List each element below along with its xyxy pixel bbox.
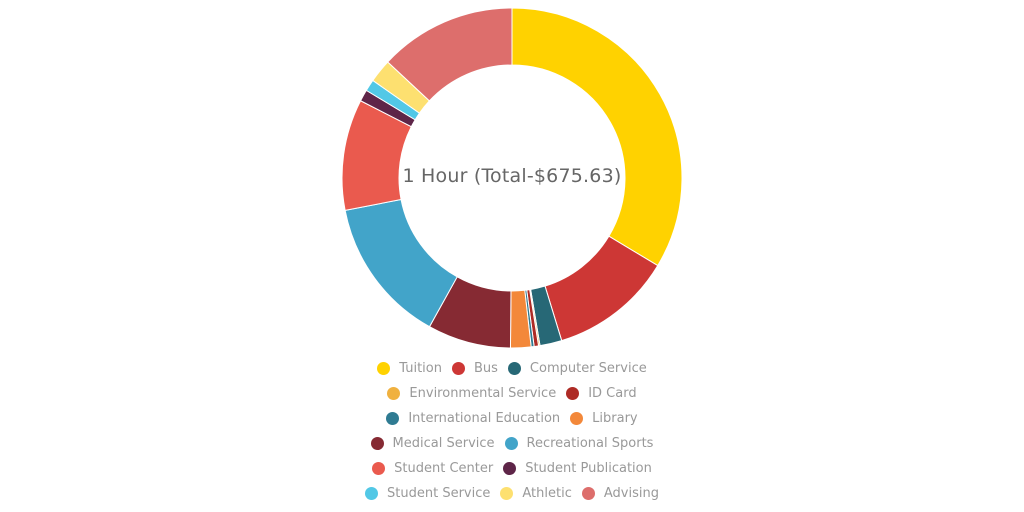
legend-label: Recreational Sports bbox=[526, 436, 654, 451]
legend-color-dot-icon bbox=[507, 362, 521, 375]
legend-item-student-service[interactable]: Student Service bbox=[365, 486, 490, 501]
chart-center-title: 1 Hour (Total-$675.63) bbox=[402, 165, 622, 187]
legend-row: Student Center Student Publication bbox=[262, 456, 762, 481]
legend-item-id-card[interactable]: ID Card bbox=[566, 386, 637, 401]
legend-item-environmental-service[interactable]: Environmental Service bbox=[387, 386, 556, 401]
legend-row: International Education Library bbox=[262, 406, 762, 431]
legend-color-dot-icon bbox=[387, 387, 401, 400]
legend-item-medical-service[interactable]: Medical Service bbox=[370, 436, 495, 451]
legend-item-recreational-sports[interactable]: Recreational Sports bbox=[504, 436, 654, 451]
legend-color-dot-icon bbox=[500, 487, 514, 500]
slice-advising[interactable] bbox=[387, 7, 513, 102]
legend-row: Student Service Athletic Advising bbox=[262, 481, 762, 506]
legend-label: Student Service bbox=[387, 486, 491, 501]
chart-legend: Tuition Bus Computer Service Environmental … bbox=[262, 356, 762, 506]
legend-item-library[interactable]: Library bbox=[570, 411, 638, 426]
legend-color-dot-icon bbox=[570, 412, 584, 425]
legend-item-advising[interactable]: Advising bbox=[581, 486, 659, 501]
legend-label: International Education bbox=[408, 411, 561, 426]
legend-color-dot-icon bbox=[504, 437, 518, 450]
legend-color-dot-icon bbox=[365, 487, 379, 500]
legend-item-international-education[interactable]: International Education bbox=[386, 411, 560, 426]
slice-recreational-sports[interactable] bbox=[344, 198, 458, 328]
legend-item-athletic[interactable]: Athletic bbox=[500, 486, 572, 501]
legend-row: Tuition Bus Computer Service bbox=[262, 356, 762, 381]
legend-item-bus[interactable]: Bus bbox=[451, 361, 498, 376]
donut-slices bbox=[341, 7, 683, 349]
legend-label: Library bbox=[592, 411, 638, 426]
slice-tuition[interactable] bbox=[511, 7, 683, 267]
legend-label: Computer Service bbox=[529, 361, 647, 376]
legend-color-dot-icon bbox=[386, 412, 400, 425]
legend-row: Medical Service Recreational Sports bbox=[262, 431, 762, 456]
legend-item-student-center[interactable]: Student Center bbox=[372, 461, 493, 476]
legend-label: Tuition bbox=[399, 361, 442, 376]
legend-color-dot-icon bbox=[377, 362, 391, 375]
legend-row: Environmental Service ID Card bbox=[262, 381, 762, 406]
legend-color-dot-icon bbox=[451, 362, 465, 375]
legend-label: ID Card bbox=[588, 386, 637, 401]
legend-label: Athletic bbox=[522, 486, 572, 501]
legend-label: Advising bbox=[603, 486, 659, 501]
legend-color-dot-icon bbox=[503, 462, 517, 475]
legend-label: Environmental Service bbox=[409, 386, 557, 401]
legend-label: Student Publication bbox=[525, 461, 652, 476]
legend-item-computer-service[interactable]: Computer Service bbox=[507, 361, 647, 376]
legend-item-tuition[interactable]: Tuition bbox=[377, 361, 442, 376]
legend-item-student-publication[interactable]: Student Publication bbox=[503, 461, 652, 476]
legend-color-dot-icon bbox=[566, 387, 580, 400]
legend-color-dot-icon bbox=[370, 437, 384, 450]
legend-color-dot-icon bbox=[372, 462, 386, 475]
legend-label: Student Center bbox=[394, 461, 494, 476]
legend-label: Medical Service bbox=[392, 436, 495, 451]
legend-color-dot-icon bbox=[581, 487, 595, 500]
legend-label: Bus bbox=[473, 361, 498, 376]
